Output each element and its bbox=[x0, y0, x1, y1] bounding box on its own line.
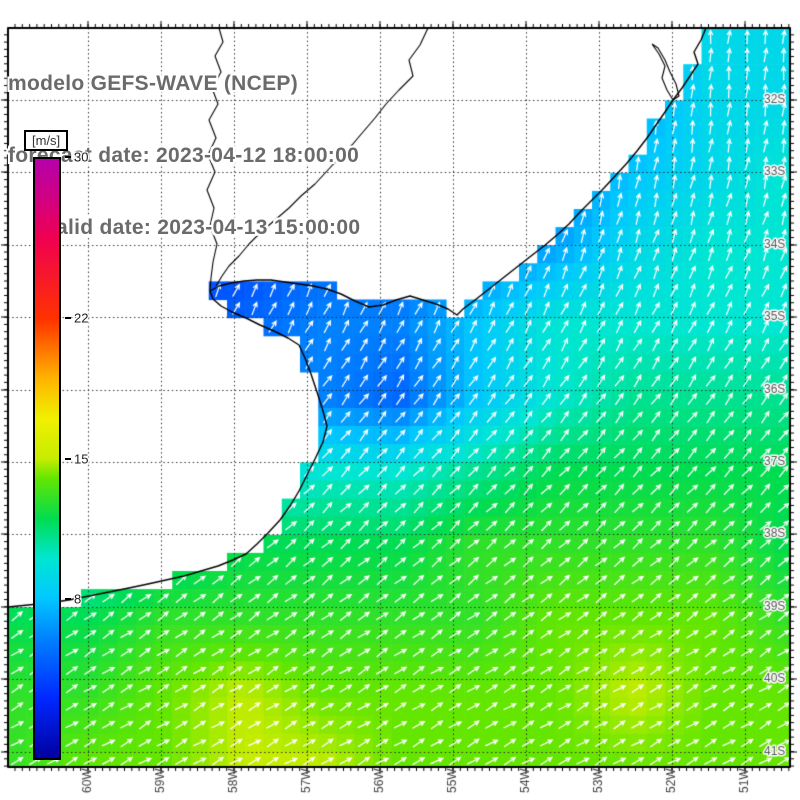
colorbar: 30 22 15 8 bbox=[33, 150, 88, 760]
colorbar-gradient bbox=[33, 157, 61, 760]
colorbar-tick bbox=[65, 156, 71, 158]
valid-date: valid date: 2023-04-13 15:00:00 bbox=[44, 216, 361, 239]
colorbar-tick bbox=[65, 598, 71, 601]
colorbar-tick bbox=[65, 316, 71, 319]
colorbar-tick-label: 8 bbox=[74, 591, 82, 607]
colorbar-tick-label: 15 bbox=[74, 451, 89, 466]
colorbar-tick-label: 22 bbox=[74, 310, 89, 326]
colorbar-unit-label: [m/s] bbox=[24, 130, 69, 151]
model-name: modelo GEFS-WAVE (NCEP) bbox=[8, 72, 299, 95]
plot-title-block: modelo GEFS-WAVE (NCEP) forecast date: 2… bbox=[8, 24, 360, 288]
colorbar-tick-label: 30 bbox=[74, 149, 89, 165]
colorbar-tick bbox=[65, 457, 71, 460]
